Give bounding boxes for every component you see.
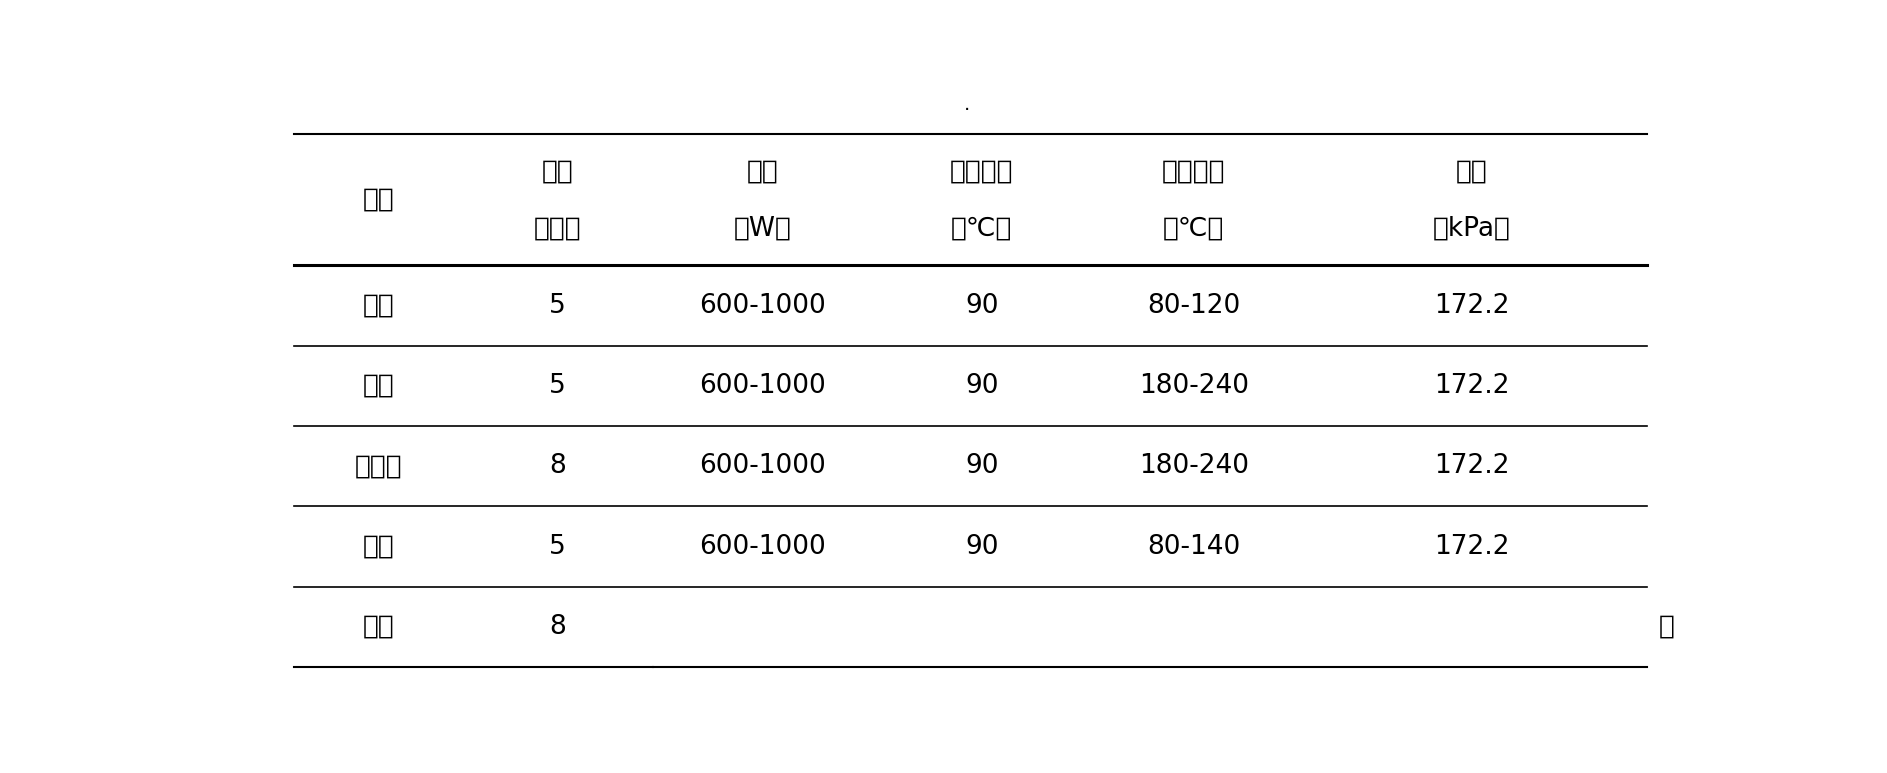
Text: 172.2: 172.2: [1434, 453, 1510, 479]
Text: 罐内温度: 罐内温度: [1162, 158, 1225, 184]
Text: （分）: （分）: [534, 216, 581, 242]
Text: 消解: 消解: [362, 373, 394, 399]
Text: 600-1000: 600-1000: [698, 533, 827, 560]
Text: 180-240: 180-240: [1138, 453, 1249, 479]
Text: 172.2: 172.2: [1434, 292, 1510, 318]
Text: 5: 5: [549, 373, 566, 399]
Text: 600-1000: 600-1000: [698, 453, 827, 479]
Text: （℃）: （℃）: [1162, 216, 1225, 242]
Text: 80-120: 80-120: [1147, 292, 1240, 318]
Text: 时间: 时间: [542, 158, 574, 184]
Text: 600-1000: 600-1000: [698, 373, 827, 399]
Text: 5: 5: [549, 292, 566, 318]
Text: 再消解: 再消解: [355, 453, 402, 479]
Text: 600-1000: 600-1000: [698, 292, 827, 318]
Text: 压力: 压力: [1455, 158, 1487, 184]
Text: 功率: 功率: [747, 158, 777, 184]
Text: 步骤: 步骤: [362, 187, 394, 213]
Text: 90: 90: [964, 292, 998, 318]
Text: 8: 8: [549, 614, 566, 640]
Text: 180-240: 180-240: [1138, 373, 1249, 399]
Text: 8: 8: [549, 453, 566, 479]
Text: （W）: （W）: [734, 216, 791, 242]
Text: 90: 90: [964, 373, 998, 399]
Text: 172.2: 172.2: [1434, 373, 1510, 399]
Text: 80-140: 80-140: [1147, 533, 1240, 560]
Text: 升温: 升温: [362, 292, 394, 318]
Text: 5: 5: [549, 533, 566, 560]
Text: ·: ·: [964, 100, 970, 120]
Text: 。: 。: [1659, 614, 1674, 640]
Text: 90: 90: [964, 453, 998, 479]
Text: 90: 90: [964, 533, 998, 560]
Text: （kPa）: （kPa）: [1432, 216, 1511, 242]
Text: 172.2: 172.2: [1434, 533, 1510, 560]
Text: 罐外温度: 罐外温度: [949, 158, 1013, 184]
Text: 排风: 排风: [362, 614, 394, 640]
Text: 保温: 保温: [362, 533, 394, 560]
Text: （℃）: （℃）: [951, 216, 1013, 242]
